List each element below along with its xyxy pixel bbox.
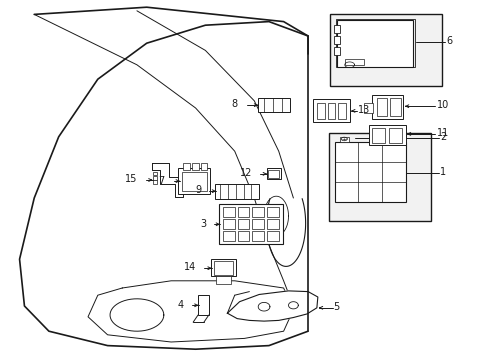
Text: 8: 8 bbox=[231, 99, 237, 109]
Bar bbox=[336, 19, 414, 67]
Text: 14: 14 bbox=[184, 262, 196, 273]
Bar bbox=[328, 133, 430, 221]
Bar bbox=[329, 14, 441, 86]
Bar bbox=[389, 98, 400, 116]
Bar bbox=[371, 95, 403, 119]
Bar bbox=[333, 25, 339, 33]
Text: 1: 1 bbox=[439, 167, 446, 177]
Bar bbox=[213, 261, 233, 275]
Bar bbox=[152, 176, 157, 180]
Bar bbox=[333, 36, 339, 44]
Text: 6: 6 bbox=[446, 36, 452, 46]
Bar bbox=[152, 172, 157, 175]
Bar bbox=[237, 207, 249, 217]
Bar bbox=[266, 207, 278, 217]
Text: 15: 15 bbox=[124, 174, 137, 184]
Bar bbox=[201, 163, 207, 170]
Bar bbox=[252, 207, 264, 217]
Bar bbox=[182, 172, 206, 191]
Bar bbox=[316, 103, 324, 119]
Bar bbox=[178, 168, 210, 194]
Text: 13: 13 bbox=[357, 105, 369, 115]
Bar bbox=[339, 137, 348, 142]
Bar bbox=[192, 163, 198, 170]
Bar bbox=[237, 231, 249, 241]
Bar bbox=[198, 295, 208, 315]
Text: 2: 2 bbox=[439, 132, 446, 142]
Text: 3: 3 bbox=[200, 219, 206, 229]
Bar bbox=[215, 184, 259, 199]
Text: 7: 7 bbox=[158, 176, 164, 186]
Text: 9: 9 bbox=[195, 185, 201, 195]
Bar bbox=[219, 204, 282, 244]
Text: 12: 12 bbox=[240, 168, 252, 178]
Bar bbox=[216, 276, 230, 284]
Bar bbox=[152, 180, 157, 184]
Bar bbox=[258, 98, 289, 112]
Bar bbox=[333, 47, 339, 55]
Bar bbox=[223, 219, 234, 229]
Bar bbox=[266, 231, 278, 241]
Bar bbox=[371, 128, 385, 143]
Text: 5: 5 bbox=[333, 302, 339, 312]
Bar bbox=[237, 219, 249, 229]
Text: 11: 11 bbox=[436, 128, 448, 138]
Bar bbox=[211, 259, 235, 276]
Bar bbox=[364, 103, 372, 113]
Bar bbox=[252, 231, 264, 241]
Bar bbox=[327, 103, 335, 119]
Polygon shape bbox=[227, 291, 317, 321]
Bar bbox=[266, 219, 278, 229]
Bar bbox=[183, 163, 189, 170]
Bar bbox=[268, 170, 279, 178]
Bar bbox=[223, 231, 234, 241]
Bar bbox=[368, 125, 405, 145]
Bar bbox=[337, 20, 412, 67]
Bar bbox=[252, 219, 264, 229]
Text: 10: 10 bbox=[436, 100, 448, 111]
Polygon shape bbox=[151, 163, 183, 197]
Bar bbox=[388, 128, 402, 143]
Bar bbox=[312, 99, 349, 122]
Bar bbox=[334, 142, 405, 202]
Bar bbox=[338, 103, 346, 119]
Text: 4: 4 bbox=[177, 300, 183, 310]
Bar bbox=[376, 98, 386, 116]
Bar bbox=[344, 59, 364, 65]
Bar bbox=[223, 207, 234, 217]
Bar bbox=[266, 168, 281, 179]
